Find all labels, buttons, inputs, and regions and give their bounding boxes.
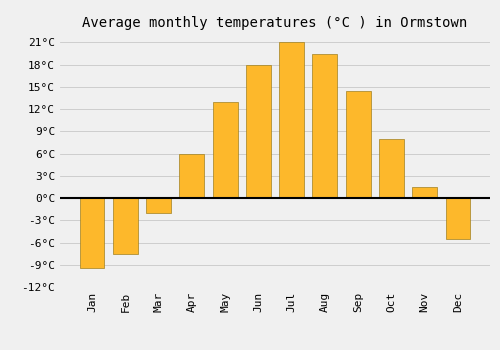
Bar — [312, 54, 338, 198]
Bar — [379, 139, 404, 198]
Bar — [279, 42, 304, 198]
Bar — [113, 198, 138, 254]
Title: Average monthly temperatures (°C ) in Ormstown: Average monthly temperatures (°C ) in Or… — [82, 16, 468, 30]
Bar — [346, 91, 370, 198]
Bar — [180, 154, 204, 198]
Bar — [146, 198, 171, 213]
Bar — [80, 198, 104, 268]
Bar — [446, 198, 470, 239]
Bar — [246, 65, 271, 198]
Bar — [212, 102, 238, 198]
Bar — [412, 187, 437, 198]
